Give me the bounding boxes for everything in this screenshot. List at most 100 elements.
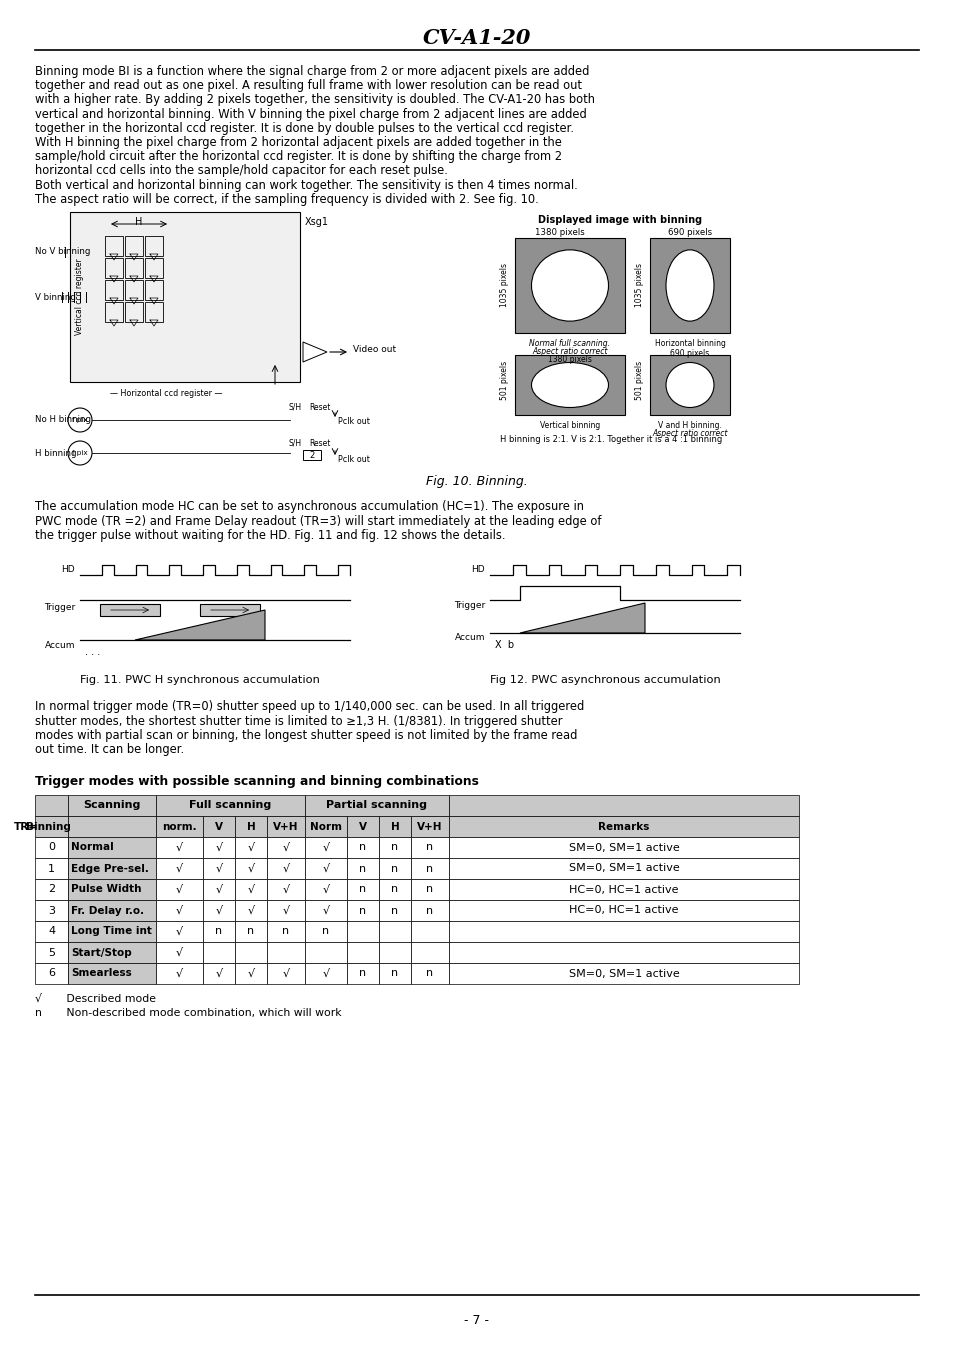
Text: n       Non-described mode combination, which will work: n Non-described mode combination, which …: [35, 1008, 341, 1019]
Text: n: n: [391, 843, 398, 852]
Text: Xsg1: Xsg1: [305, 218, 329, 227]
Bar: [305, 880, 347, 900]
Text: No H binning: No H binning: [35, 416, 91, 424]
Text: 2: 2: [48, 885, 55, 894]
Text: No V binning: No V binning: [35, 247, 91, 257]
Text: With H binning the pixel charge from 2 horizontal adjacent pixels are added toge: With H binning the pixel charge from 2 h…: [35, 136, 561, 149]
Text: 1380 pixels: 1380 pixels: [547, 355, 591, 363]
Text: 690 pixels: 690 pixels: [667, 228, 711, 236]
Bar: [347, 942, 378, 963]
Bar: [449, 942, 799, 963]
Text: √: √: [247, 863, 254, 874]
Bar: [305, 942, 347, 963]
Text: H binning: H binning: [35, 449, 76, 458]
Bar: [35, 921, 68, 942]
Text: sample/hold circuit after the horizontal ccd register. It is done by shifting th: sample/hold circuit after the horizontal…: [35, 150, 561, 163]
Circle shape: [68, 440, 91, 465]
Text: 1035 pixels: 1035 pixels: [500, 263, 509, 307]
Bar: [411, 942, 449, 963]
Bar: [449, 794, 799, 816]
Text: n: n: [359, 843, 366, 852]
Text: √: √: [175, 927, 183, 936]
Bar: [203, 963, 234, 984]
Bar: [203, 900, 234, 921]
Bar: [378, 838, 411, 858]
Text: 501 pixels: 501 pixels: [635, 361, 644, 400]
Text: H: H: [247, 821, 255, 831]
Text: SM=0, SM=1 active: SM=0, SM=1 active: [568, 863, 679, 874]
Bar: [449, 858, 799, 880]
Bar: [234, 942, 267, 963]
Bar: [347, 963, 378, 984]
Text: n: n: [215, 927, 222, 936]
Bar: [234, 816, 267, 838]
Text: √: √: [322, 863, 329, 874]
Text: √: √: [282, 885, 290, 894]
Bar: [105, 303, 123, 322]
Text: S/H: S/H: [288, 439, 301, 447]
Bar: [303, 450, 320, 459]
Bar: [203, 921, 234, 942]
Bar: [378, 858, 411, 880]
Text: n: n: [426, 885, 433, 894]
Text: √: √: [247, 843, 254, 852]
Text: V: V: [358, 821, 367, 831]
Text: √: √: [175, 947, 183, 958]
Text: Scanning: Scanning: [83, 801, 140, 811]
Bar: [156, 963, 203, 984]
Text: H: H: [135, 218, 143, 227]
Text: Pclk out: Pclk out: [337, 417, 370, 427]
Bar: [68, 963, 156, 984]
Text: Remarks: Remarks: [598, 821, 649, 831]
Text: horizontal ccd cells into the sample/hold capacitor for each reset pulse.: horizontal ccd cells into the sample/hol…: [35, 165, 447, 177]
Bar: [449, 963, 799, 984]
Text: √: √: [247, 885, 254, 894]
Bar: [378, 921, 411, 942]
Bar: [305, 816, 347, 838]
Text: Fig 12. PWC asynchronous accumulation: Fig 12. PWC asynchronous accumulation: [490, 676, 720, 685]
Bar: [267, 963, 305, 984]
Bar: [156, 838, 203, 858]
Bar: [100, 604, 160, 616]
Bar: [35, 838, 68, 858]
Text: √: √: [175, 863, 183, 874]
Bar: [156, 794, 305, 816]
Text: 3: 3: [48, 905, 55, 916]
Bar: [35, 816, 68, 838]
Text: V binning: V binning: [35, 293, 76, 301]
Text: Start/Stop: Start/Stop: [71, 947, 132, 958]
Bar: [449, 900, 799, 921]
Bar: [35, 858, 68, 880]
Ellipse shape: [665, 250, 713, 322]
Bar: [411, 921, 449, 942]
Text: Fr. Delay r.o.: Fr. Delay r.o.: [71, 905, 144, 916]
Text: Long Time int: Long Time int: [71, 927, 152, 936]
Ellipse shape: [531, 362, 608, 408]
Bar: [200, 604, 260, 616]
Text: √: √: [215, 885, 222, 894]
Text: V+H: V+H: [273, 821, 298, 831]
Text: TR=: TR=: [14, 821, 38, 831]
Bar: [411, 880, 449, 900]
Bar: [68, 794, 156, 816]
Bar: [267, 816, 305, 838]
Bar: [203, 816, 234, 838]
Text: n: n: [391, 885, 398, 894]
Bar: [105, 280, 123, 300]
Polygon shape: [135, 611, 265, 640]
Bar: [378, 963, 411, 984]
Bar: [203, 838, 234, 858]
Bar: [234, 858, 267, 880]
Text: 0: 0: [48, 843, 55, 852]
Text: Full scanning: Full scanning: [190, 801, 272, 811]
Text: √: √: [215, 905, 222, 916]
Bar: [347, 900, 378, 921]
Text: Norm: Norm: [310, 821, 341, 831]
Text: HD: HD: [471, 566, 484, 574]
Text: n: n: [282, 927, 290, 936]
Bar: [68, 900, 156, 921]
Bar: [203, 858, 234, 880]
Text: H: H: [390, 821, 399, 831]
Text: √: √: [215, 969, 222, 978]
Bar: [267, 858, 305, 880]
